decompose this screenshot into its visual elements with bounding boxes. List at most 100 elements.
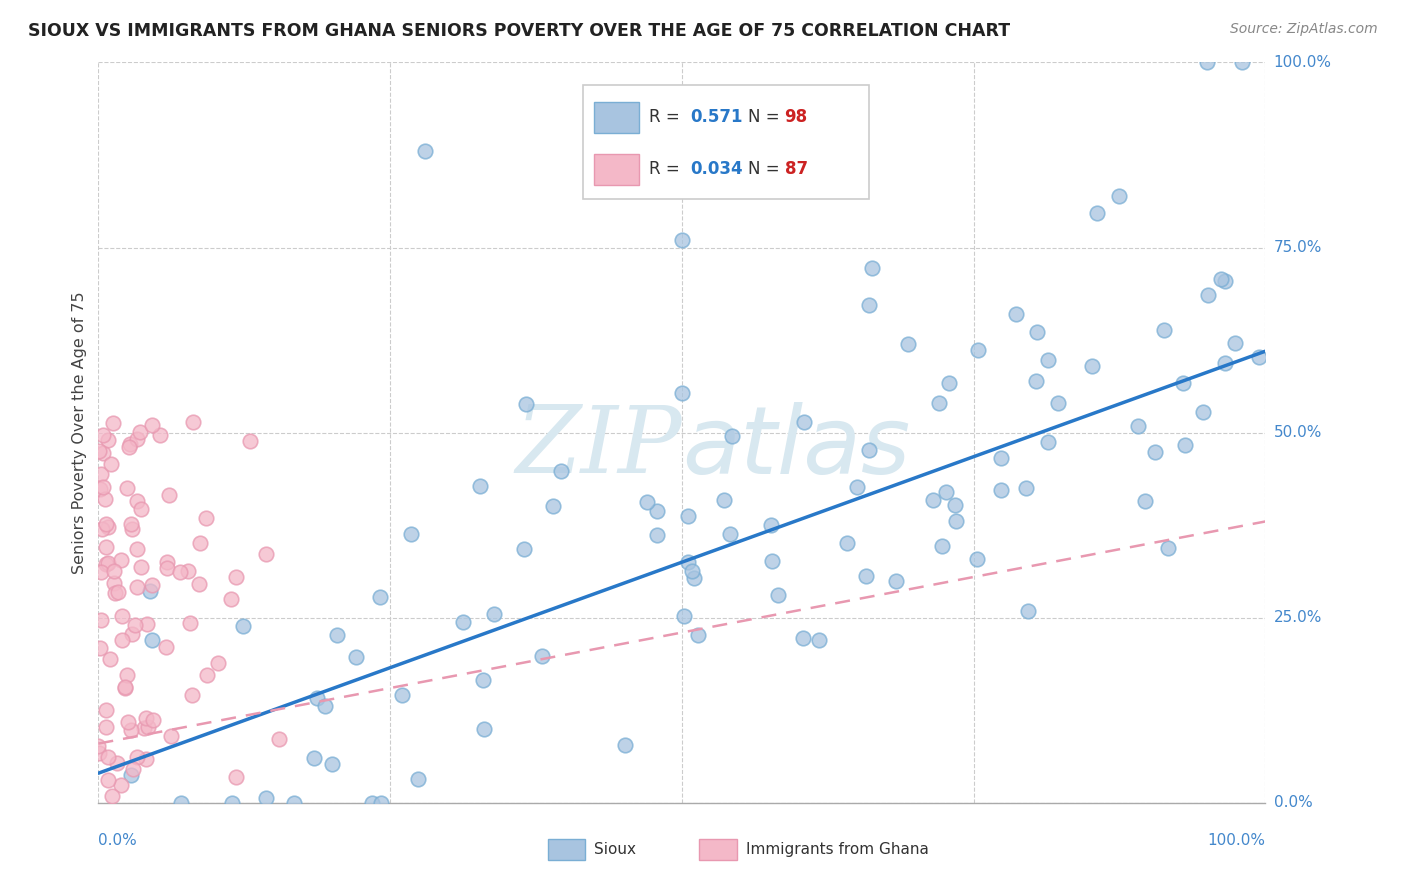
Text: Immigrants from Ghana: Immigrants from Ghana	[747, 842, 929, 857]
Point	[157, 488, 180, 502]
Text: 0.034: 0.034	[690, 160, 742, 178]
Point	[1017, 604, 1039, 618]
Point	[321, 756, 343, 771]
Point	[117, 481, 139, 495]
Point	[1173, 376, 1195, 390]
Point	[1213, 356, 1236, 370]
Point	[94, 703, 117, 717]
Point	[793, 415, 815, 429]
Point	[935, 485, 957, 500]
Point	[115, 668, 138, 682]
Point	[225, 771, 247, 785]
Point	[103, 576, 125, 591]
Point	[118, 440, 141, 454]
Point	[530, 648, 553, 663]
Point	[676, 508, 699, 523]
Point	[713, 492, 735, 507]
Point	[1174, 438, 1197, 452]
Point	[93, 492, 115, 507]
Text: atlas: atlas	[682, 402, 910, 493]
Point	[114, 680, 136, 694]
Point	[111, 633, 134, 648]
Point	[314, 698, 336, 713]
Point	[406, 772, 429, 786]
Point	[177, 564, 200, 578]
Point	[94, 540, 117, 554]
Point	[121, 762, 143, 776]
Point	[344, 650, 367, 665]
FancyBboxPatch shape	[595, 153, 638, 185]
Point	[181, 415, 204, 429]
Point	[399, 527, 422, 541]
Point	[686, 628, 709, 642]
Point	[120, 768, 142, 782]
Point	[938, 376, 960, 390]
Point	[928, 396, 950, 410]
Point	[97, 773, 120, 788]
Point	[103, 564, 125, 578]
Point	[131, 501, 153, 516]
Point	[922, 492, 945, 507]
Point	[671, 233, 693, 247]
Point	[1046, 396, 1069, 410]
Point	[945, 514, 967, 528]
Point	[302, 751, 325, 765]
Point	[124, 618, 146, 632]
Point	[515, 397, 537, 411]
Point	[90, 467, 112, 481]
Point	[550, 464, 572, 478]
Point	[225, 570, 247, 584]
Point	[943, 498, 966, 512]
Point	[645, 527, 668, 541]
Point	[98, 652, 121, 666]
Text: 25.0%: 25.0%	[1274, 610, 1322, 625]
Point	[136, 720, 159, 734]
Point	[127, 494, 149, 508]
Point	[1197, 287, 1219, 301]
Point	[845, 480, 868, 494]
Point	[232, 619, 254, 633]
Point	[89, 444, 111, 458]
Point	[1247, 350, 1270, 364]
Point	[1025, 375, 1047, 389]
FancyBboxPatch shape	[595, 102, 638, 133]
FancyBboxPatch shape	[699, 839, 737, 860]
Point	[156, 555, 179, 569]
Point	[101, 789, 124, 804]
Y-axis label: Seniors Poverty Over the Age of 75: Seniors Poverty Over the Age of 75	[72, 292, 87, 574]
Text: ZIP: ZIP	[515, 402, 682, 492]
Point	[129, 559, 152, 574]
Point	[120, 517, 142, 532]
Point	[1192, 405, 1215, 419]
Point	[645, 504, 668, 518]
Point	[90, 522, 112, 536]
Text: SIOUX VS IMMIGRANTS FROM GHANA SENIORS POVERTY OVER THE AGE OF 75 CORRELATION CH: SIOUX VS IMMIGRANTS FROM GHANA SENIORS P…	[28, 22, 1011, 40]
Text: Sioux: Sioux	[595, 842, 637, 857]
Point	[135, 616, 157, 631]
Point	[761, 554, 783, 568]
Text: 0.571: 0.571	[690, 108, 742, 127]
Point	[325, 628, 347, 642]
Point	[195, 668, 218, 682]
Point	[160, 729, 183, 743]
Text: 100.0%: 100.0%	[1274, 55, 1331, 70]
Point	[1005, 307, 1028, 321]
Point	[1081, 359, 1104, 374]
Point	[90, 566, 112, 580]
Point	[105, 756, 128, 770]
Point	[682, 571, 704, 585]
Point	[1157, 541, 1180, 556]
Point	[1036, 434, 1059, 449]
Point	[91, 445, 114, 459]
Point	[221, 796, 243, 810]
Point	[370, 796, 392, 810]
Point	[118, 436, 141, 450]
Point	[97, 750, 120, 764]
Point	[89, 746, 111, 760]
Point	[720, 429, 742, 443]
Point	[269, 732, 291, 747]
Point	[671, 385, 693, 400]
Point	[170, 796, 193, 810]
Text: 98: 98	[785, 108, 807, 127]
Point	[180, 688, 202, 702]
